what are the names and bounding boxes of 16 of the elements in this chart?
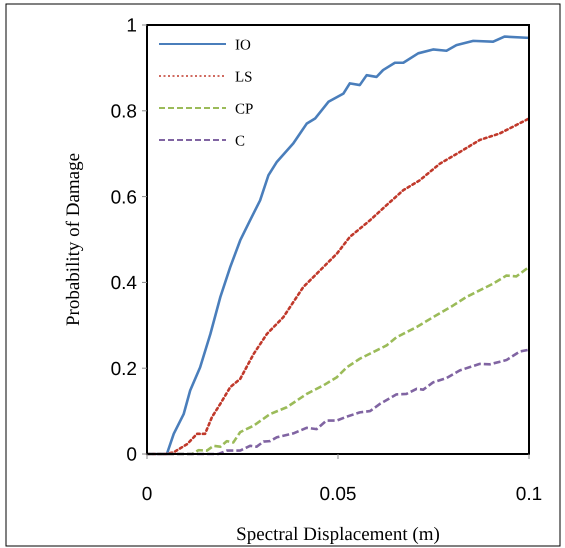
x-tick-label: 0.05: [320, 484, 356, 505]
x-tick-label: 0.1: [516, 484, 542, 505]
x-axis-title: Spectral Displacement (m): [236, 524, 440, 545]
legend-label: C: [235, 133, 246, 150]
legend-label: IO: [235, 37, 251, 54]
line-series: [146, 348, 530, 456]
y-tick-label: 0.4: [110, 273, 138, 294]
legend-label: CP: [235, 101, 254, 118]
x-tick-label: 0: [142, 484, 152, 505]
y-axis-title: Probability of Damage: [63, 152, 84, 326]
y-tick-label: 0: [126, 444, 137, 466]
legend-label: LS: [235, 69, 253, 86]
y-tick-label: 1: [126, 16, 137, 37]
y-tick-label: 0.8: [110, 101, 137, 122]
y-tick-label: 0.2: [110, 358, 137, 380]
y-tick-label: 0.6: [110, 187, 137, 208]
